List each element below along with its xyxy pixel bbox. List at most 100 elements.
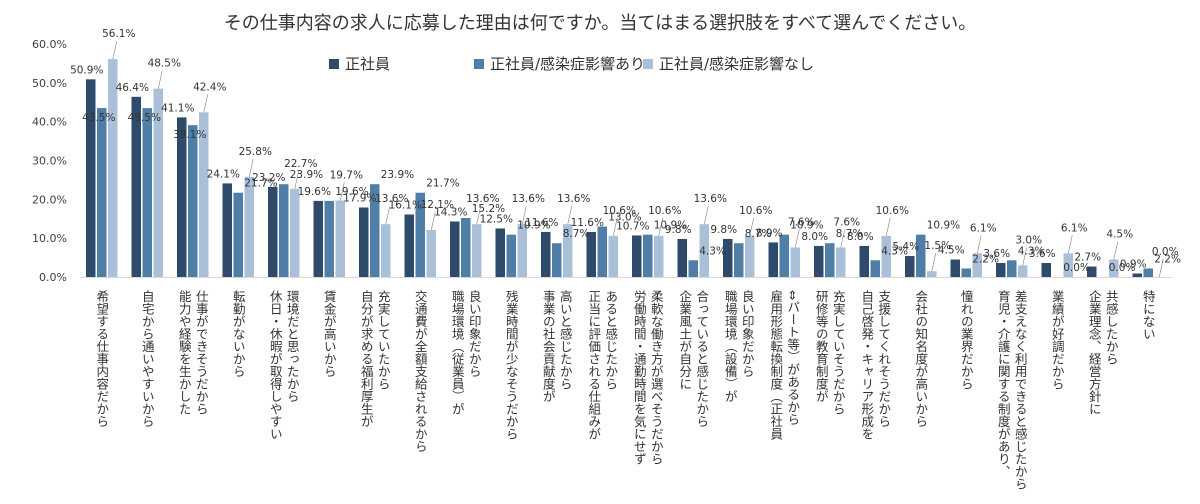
bar [177, 117, 187, 278]
data-label: 7.6% [833, 216, 860, 228]
category-label: 自分が求める福利厚生が [359, 290, 374, 428]
category-label: 柔軟な働き方が選べそうだから [649, 290, 664, 465]
bar [517, 224, 527, 277]
data-label: 23.9% [290, 169, 323, 181]
bar [677, 238, 687, 277]
bar [1007, 260, 1017, 277]
data-label-leader [248, 158, 254, 177]
data-label: 6.1% [1061, 222, 1088, 234]
bar [142, 108, 152, 277]
category-label: 良い印象だから [467, 289, 482, 378]
bar [836, 247, 846, 277]
bar [688, 260, 698, 277]
bar [814, 245, 824, 277]
bar [734, 243, 744, 277]
data-label: 25.8% [239, 146, 272, 158]
data-label: 14.3% [434, 206, 467, 218]
category-label: 労働時間・通勤時間を気にせず [632, 290, 647, 465]
legend-label: 正社員/感染症影響あり [490, 55, 645, 73]
data-label-leader [703, 206, 709, 225]
data-label: 8.0% [847, 231, 874, 243]
data-label: 50.9% [70, 64, 103, 76]
bar [723, 238, 733, 277]
category-label: 転勤がないから [231, 290, 246, 378]
data-label: 21.7% [244, 178, 277, 190]
data-label: 4.5% [1106, 229, 1133, 241]
data-label: 39.1% [173, 129, 206, 141]
legend-swatch [329, 59, 339, 69]
bar [461, 217, 471, 277]
y-tick-label: 50.0% [32, 77, 67, 90]
legend-label: 正社員 [345, 55, 390, 73]
bar [1109, 259, 1119, 277]
category-label: 残業時間が少なそうだから [504, 290, 519, 440]
data-label: 10.9% [654, 220, 687, 232]
data-label-leader [157, 70, 163, 89]
bar [881, 235, 891, 277]
data-label: 10.9% [927, 220, 960, 232]
data-label: 19.6% [298, 186, 331, 198]
data-label: 8.9% [756, 227, 783, 239]
data-label: 10.9% [790, 220, 823, 232]
legend-swatch [474, 59, 484, 69]
data-label: 3.0% [1015, 234, 1042, 246]
bar [779, 234, 789, 277]
data-label: 2.2% [972, 253, 999, 265]
data-label-leader [840, 229, 846, 248]
category-label: 仕事ができそうだから [194, 290, 209, 415]
bar [1087, 266, 1097, 277]
data-label: 6.1% [970, 222, 997, 234]
category-label: 差支えなく利用できると感じたから [1013, 290, 1028, 490]
data-label: 4.3% [699, 245, 726, 257]
data-label: 0.0% [1109, 262, 1136, 274]
category-label: 雇用形態転換制度（正社員 [768, 289, 783, 440]
data-label-leader [1113, 241, 1119, 260]
bar [495, 228, 505, 277]
data-label: 41.1% [161, 102, 194, 114]
data-label: 43.5% [128, 112, 161, 124]
data-label: 8.0% [801, 231, 828, 243]
category-label: 事業の社会貢献度が [541, 290, 556, 403]
bar [916, 234, 926, 277]
legend-label: 正社員/感染症影響なし [659, 55, 814, 73]
y-tick-label: 60.0% [32, 38, 67, 51]
data-label: 4.3% [881, 245, 908, 257]
data-label: 9.8% [665, 224, 692, 236]
data-label: 8.7% [836, 228, 863, 240]
y-tick-label: 0.0% [39, 271, 67, 284]
data-label: 42.4% [193, 81, 226, 93]
category-label: ⇔パート等）があるから [785, 290, 800, 425]
bar [745, 235, 755, 277]
bar [426, 230, 436, 277]
data-label: 10.6% [648, 205, 681, 217]
category-label: 共感したから [1104, 290, 1119, 365]
category-label: 希望する仕事内容だから [94, 289, 109, 428]
data-label: 9.8% [710, 224, 737, 236]
data-label: 19.7% [330, 169, 363, 181]
y-tick-label: 10.0% [32, 232, 67, 245]
category-label: 支援してくれそうだから [876, 290, 891, 428]
bar [290, 188, 300, 277]
bar [552, 243, 562, 277]
bar [768, 242, 778, 277]
data-label: 56.1% [102, 28, 135, 40]
bar [404, 214, 414, 277]
bar [608, 235, 618, 277]
bar [597, 226, 607, 277]
bar [472, 224, 482, 277]
category-label: 合っていると感じたから [694, 289, 709, 428]
bar [233, 192, 243, 277]
data-label: 0.0% [1152, 246, 1179, 258]
data-label: 8.7% [563, 228, 590, 240]
bar [870, 260, 880, 277]
bar [279, 184, 289, 277]
data-label: 2.7% [1074, 252, 1101, 264]
bar [188, 125, 198, 277]
data-label: 10.6% [876, 205, 909, 217]
data-label: 7.6% [788, 216, 815, 228]
data-label-leader [658, 217, 664, 236]
data-label: 4.5% [938, 245, 965, 257]
category-label: 憧れの業界だから [959, 289, 974, 390]
x-axis: 希望する仕事内容だから 自宅から通いやすいから 仕事ができそうだから能力や経験を生か… [80, 277, 1172, 490]
